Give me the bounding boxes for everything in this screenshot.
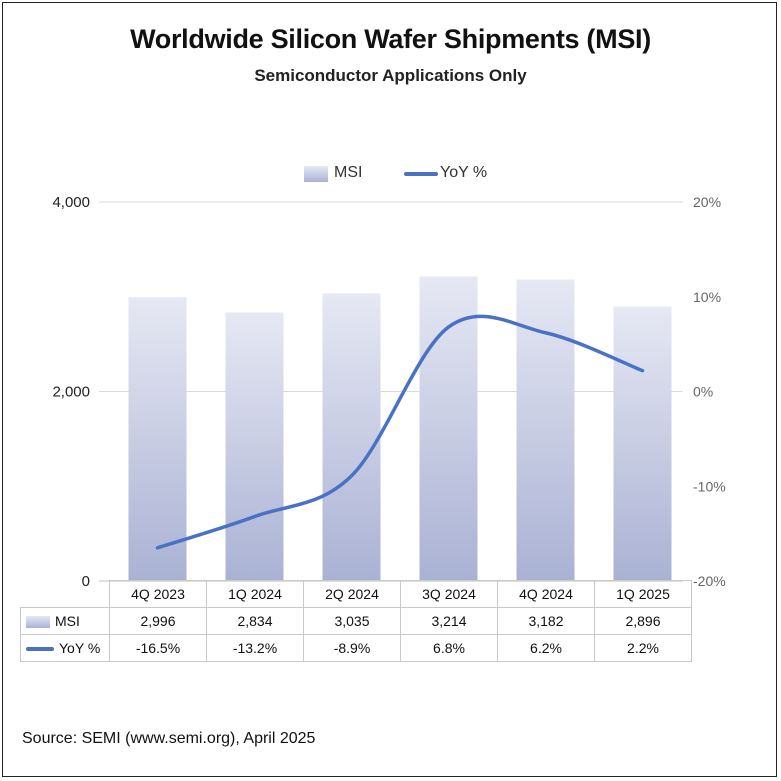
y2-tick-label: 20% [693, 194, 721, 210]
table-cell: 2,896 [594, 607, 692, 635]
yoy-point [447, 325, 450, 329]
table-cell: 3,035 [303, 607, 401, 635]
y2-tick-label: 10% [693, 289, 721, 305]
table-header-cell: 4Q 2024 [497, 580, 595, 608]
y-tick-label: 4,000 [52, 194, 90, 211]
bar [419, 276, 478, 581]
table-row-yoy: YoY % -16.5% -13.2% -8.9% 6.8% 6.2% 2.2% [20, 634, 692, 662]
yoy-line [155, 314, 645, 550]
table-header-cell: 2Q 2024 [303, 580, 401, 608]
table-msi-swatch [26, 616, 50, 629]
source-note: Source: SEMI (www.semi.org), April 2025 [22, 730, 316, 747]
table-yoy-swatch [26, 647, 54, 652]
table-cell: 2,834 [206, 607, 304, 635]
y2-tick-label: 0% [693, 384, 713, 400]
y2-tick-label: -20% [693, 573, 726, 589]
legend-msi-swatch [304, 166, 328, 182]
legend: MSI YoY % [0, 162, 781, 186]
table-cell: 6.2% [497, 634, 595, 662]
bar [613, 306, 672, 581]
yoy-point [253, 515, 256, 519]
table-row-msi: MSI 2,996 2,834 3,035 3,214 3,182 2,896 [20, 607, 692, 635]
bar [516, 279, 575, 581]
y-tick-label: 2,000 [52, 384, 90, 401]
legend-yoy-swatch [404, 172, 438, 176]
table-row-label-text: YoY % [59, 640, 101, 656]
chart-subtitle: Semiconductor Applications Only [254, 66, 527, 85]
table-corner [20, 580, 110, 608]
table-cell: 3,214 [400, 607, 498, 635]
table-cell: 3,182 [497, 607, 595, 635]
table-cell: -13.2% [206, 634, 304, 662]
yoy-point [641, 369, 644, 373]
data-table: 4Q 2023 1Q 2024 2Q 2024 3Q 2024 4Q 2024 … [20, 580, 692, 662]
table-cell: -8.9% [303, 634, 401, 662]
table-row-label-text: MSI [55, 613, 80, 629]
table-header-cell: 1Q 2024 [206, 580, 304, 608]
legend-msi-label: MSI [334, 164, 363, 181]
bar [322, 293, 381, 581]
table-header-cell: 4Q 2023 [109, 580, 207, 608]
chart-title: Worldwide Silicon Wafer Shipments (MSI) [130, 24, 651, 54]
table-cell: 6.8% [400, 634, 498, 662]
bar [225, 312, 284, 581]
legend-yoy-label: YoY % [440, 164, 488, 181]
yoy-point [544, 331, 547, 335]
table-header-row: 4Q 2023 1Q 2024 2Q 2024 3Q 2024 4Q 2024 … [20, 580, 692, 608]
table-row-label-msi: MSI [20, 607, 110, 635]
yoy-point [156, 546, 159, 550]
table-cell: 2.2% [594, 634, 692, 662]
y2-tick-label: -10% [693, 478, 726, 494]
bar [128, 297, 187, 581]
table-cell: -16.5% [109, 634, 207, 662]
table-header-cell: 3Q 2024 [400, 580, 498, 608]
table-header-cell: 1Q 2025 [594, 580, 692, 608]
table-row-label-yoy: YoY % [20, 634, 110, 662]
table-cell: 2,996 [109, 607, 207, 635]
yoy-point [350, 474, 353, 478]
